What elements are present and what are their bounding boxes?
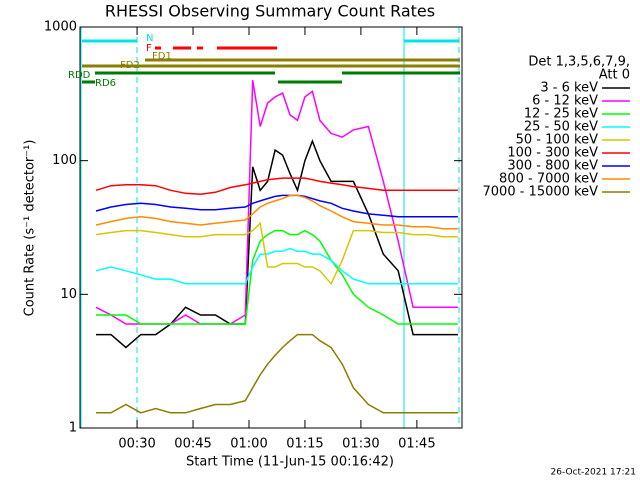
series-line: [96, 333, 458, 414]
legend-label: 12 - 25 keV: [524, 107, 598, 122]
legend-label: 7000 - 15000 keV: [483, 185, 599, 200]
flag-label: F: [146, 43, 152, 54]
y-tick-label: 1000: [44, 20, 77, 35]
series-line: [95, 194, 458, 218]
legend-label: 6 - 12 keV: [532, 94, 598, 109]
legend-label: 100 - 300 keV: [507, 146, 598, 161]
y-tick-label: 10: [60, 287, 77, 302]
legend-label: 300 - 800 keV: [507, 159, 598, 174]
flag-label: FD2: [120, 60, 140, 71]
y-tick-label: 1: [69, 421, 77, 436]
flag-label: N: [146, 33, 153, 44]
footer: 26-Oct-2021 17:21: [551, 468, 636, 478]
x-tick-label: 00:30: [118, 437, 155, 452]
x-tick-label: 01:45: [398, 437, 435, 452]
series-line: [95, 194, 458, 230]
chart-title: RHESSI Observing Summary Count Rates: [105, 2, 435, 21]
plot-frame: [79, 26, 463, 429]
series-line: [95, 221, 458, 286]
flag-label: FD1: [152, 51, 172, 62]
flag-label: RD6: [95, 78, 116, 89]
x-tick-label: 01:30: [342, 437, 379, 452]
x-tick-label: 01:00: [230, 437, 267, 452]
x-tick-label: 00:45: [174, 437, 211, 452]
legend-label: 3 - 6 keV: [540, 81, 598, 96]
legend-title: Att 0: [599, 68, 630, 83]
series-line: [95, 247, 458, 285]
sun-markers: [80, 27, 460, 428]
y-tick-label: 100: [52, 153, 77, 168]
legend-label: 50 - 100 keV: [516, 133, 599, 148]
flag-bars: [82, 39, 460, 84]
legend-label: 800 - 7000 keV: [499, 172, 598, 187]
y-axis-label: Count Rate (s⁻¹ detector⁻¹): [23, 140, 38, 317]
series-line: [96, 229, 458, 325]
series-line: [95, 177, 458, 196]
legend-label: 25 - 50 keV: [524, 120, 598, 135]
x-axis-label: Start Time (11-Jun-15 00:16:42): [186, 455, 394, 470]
flag-label: RDD: [68, 70, 91, 81]
legend-title: Det 1,3,5,6,7,9,: [528, 55, 630, 70]
x-tick-label: 01:15: [286, 437, 323, 452]
